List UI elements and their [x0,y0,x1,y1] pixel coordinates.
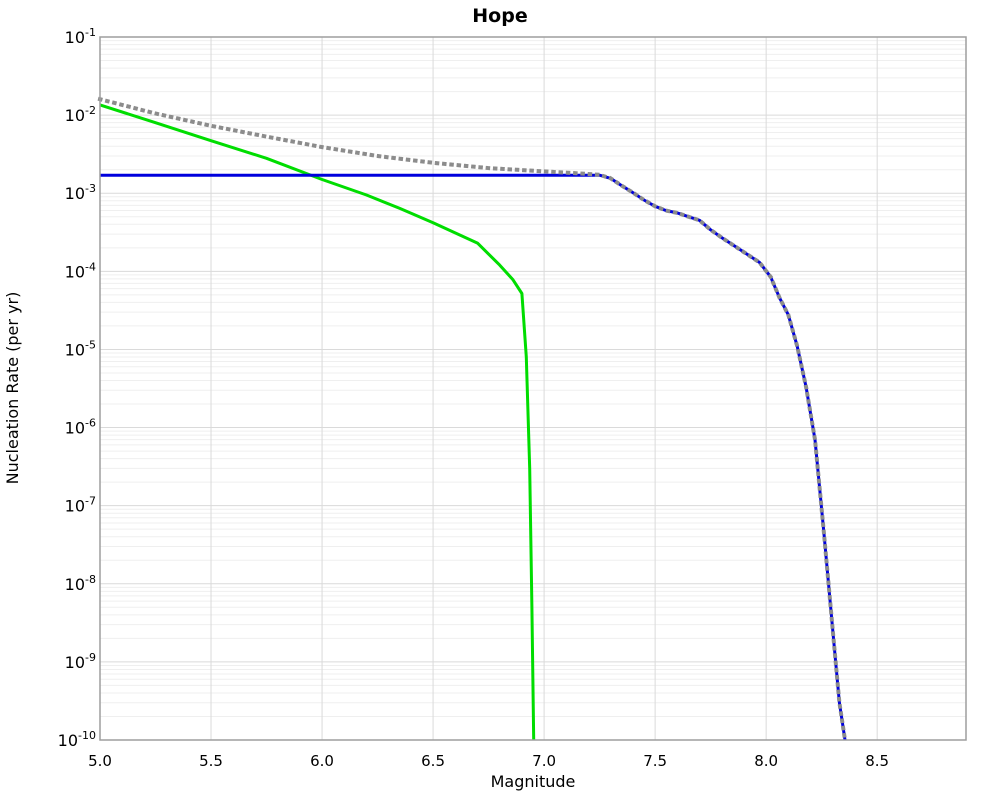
gridlines [100,37,966,740]
series-dotted-gray [97,96,848,743]
x-axis-label: Magnitude [491,772,576,791]
x-tick-labels: 5.0 5.5 6.0 6.5 7.0 7.5 8.0 8.5 [88,752,889,770]
x-tick-label: 7.5 [643,752,667,770]
plot-frame [99,36,967,741]
y-axis-label: Nucleation Rate (per yr) [3,292,22,485]
y-tick-label: 10-10 [58,729,96,750]
series-solid-green [99,103,536,741]
chart-title: Hope [472,5,527,27]
y-tick-labels: 10-1 10-2 10-3 10-4 10-5 10-6 10-7 10-8 10-9 10-1… [58,26,96,750]
x-tick-label: 7.0 [532,752,556,770]
x-tick-label: 8.0 [754,752,778,770]
x-tick-label: 8.5 [865,752,889,770]
y-tick-label: 10-8 [65,573,96,594]
x-tick-label: 5.5 [199,752,223,770]
series-solid-blue [100,173,847,741]
y-tick-label: 10-6 [65,417,96,438]
y-tick-label: 10-2 [65,104,96,125]
y-tick-label: 10-3 [65,182,96,203]
x-tick-label: 6.5 [421,752,445,770]
x-tick-label: 6.0 [310,752,334,770]
x-tick-label: 5.0 [88,752,112,770]
y-tick-label: 10-7 [65,495,96,516]
y-tick-label: 10-1 [65,26,96,47]
data-series [97,96,848,743]
y-tick-label: 10-9 [65,651,96,672]
y-tick-label: 10-5 [65,338,96,359]
y-tick-label: 10-4 [65,260,96,281]
